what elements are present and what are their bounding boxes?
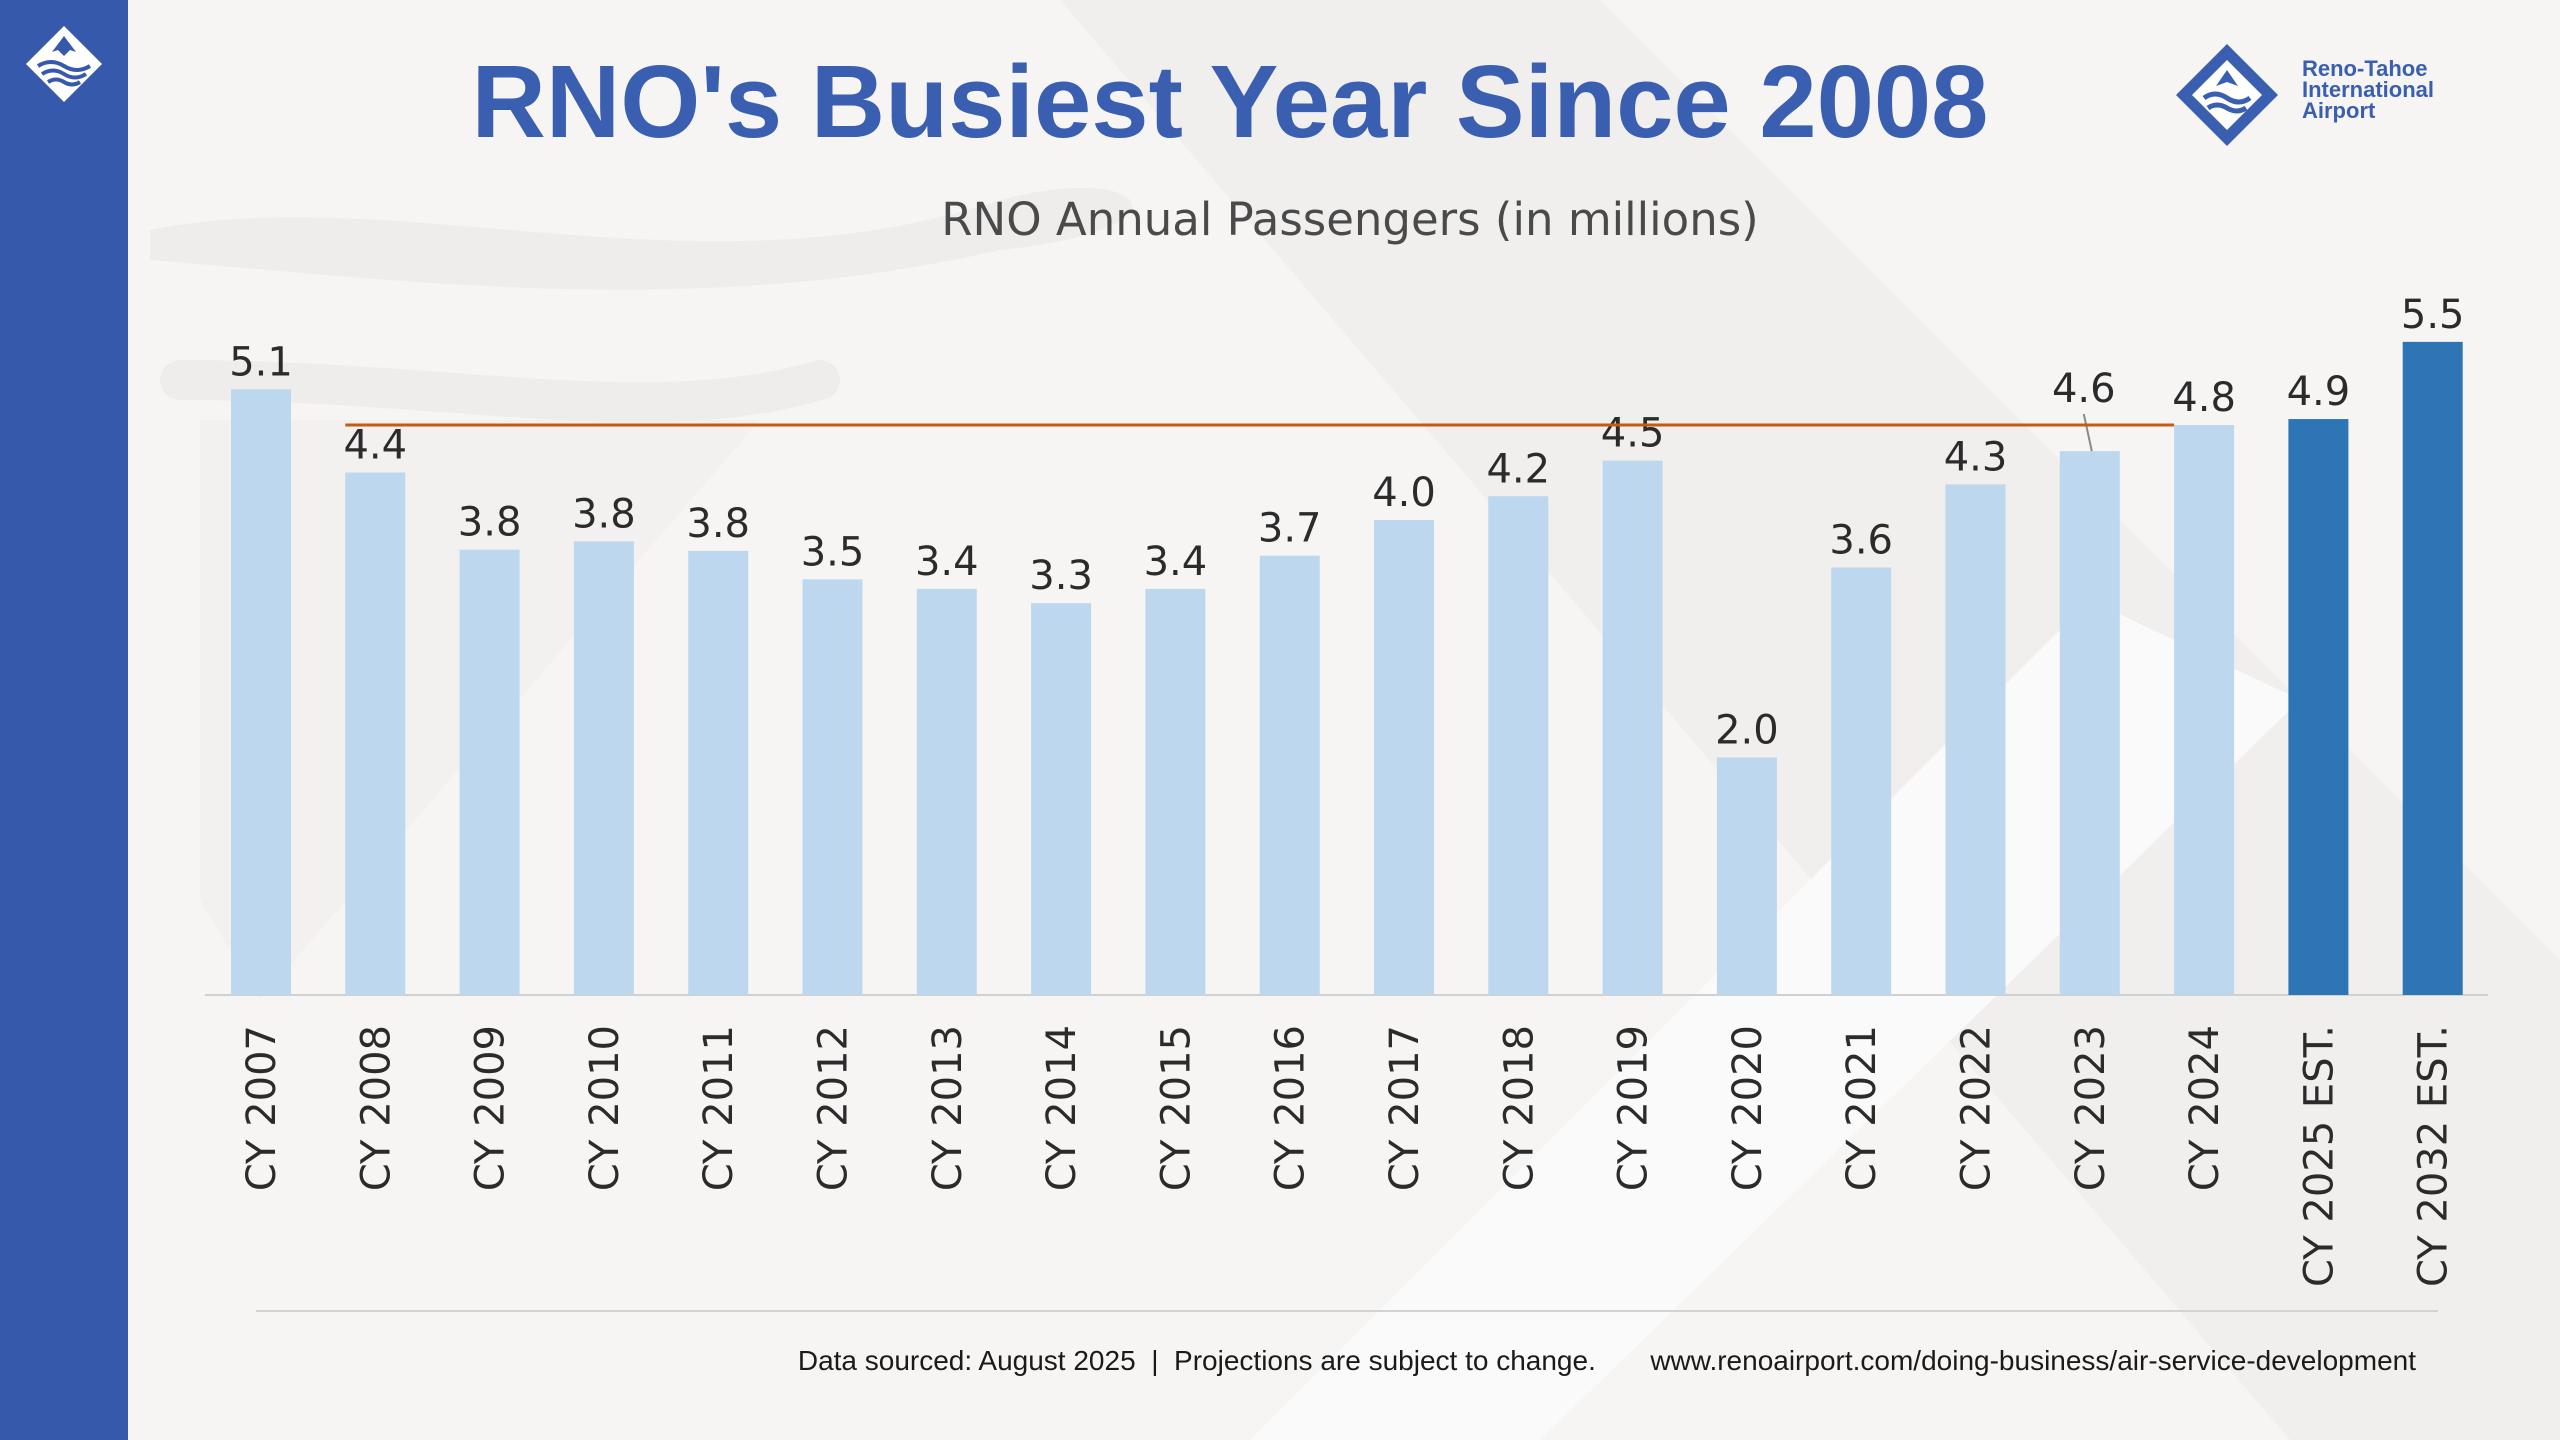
data-label: 3.4 [1144, 539, 1208, 585]
data-label: 4.8 [2172, 375, 2236, 421]
bar [2288, 419, 2349, 995]
x-tick-label: CY 2015 [1153, 1025, 1199, 1191]
x-tick-label: CY 2019 [1611, 1025, 1657, 1191]
bar [1716, 757, 1777, 995]
x-tick-label: CY 2012 [811, 1025, 857, 1191]
x-tick-label: CY 2018 [1496, 1025, 1542, 1191]
x-tick-label: CY 2014 [1039, 1025, 1085, 1191]
bar [1259, 555, 1320, 995]
footer-url[interactable]: www.renoairport.com/doing-business/air-s… [1650, 1345, 2416, 1376]
bar [2174, 425, 2235, 995]
data-label: 4.5 [1601, 411, 1665, 457]
brand-name-line: Airport [2302, 98, 2376, 123]
reno-tahoe-logo-icon [2176, 44, 2278, 146]
bar [2402, 341, 2463, 995]
bar [1831, 567, 1892, 995]
x-tick-label: CY 2023 [2068, 1025, 2114, 1191]
x-tick-label: CY 2013 [925, 1025, 971, 1191]
data-label: 3.5 [801, 529, 865, 575]
bar [1374, 520, 1434, 995]
brand-name: Reno-Tahoe International Airport [2302, 56, 2512, 123]
x-tick-label: CY 2021 [1839, 1025, 1885, 1191]
data-label: 4.0 [1372, 470, 1436, 516]
x-tick-label: CY 2016 [1268, 1025, 1314, 1191]
x-tick-label: CY 2008 [353, 1025, 399, 1191]
data-label: 3.7 [1258, 506, 1322, 552]
bar [688, 550, 749, 995]
data-label: 4.4 [343, 423, 407, 469]
data-label: 3.4 [915, 539, 979, 585]
footer-separator: | [1151, 1345, 1159, 1376]
page-title: RNO's Busiest Year Since 2008 [471, 44, 1989, 159]
data-label: 4.9 [2287, 369, 2351, 415]
bar [459, 549, 520, 995]
x-tick-label: CY 2017 [1382, 1025, 1428, 1191]
x-tick-label: CY 2011 [696, 1025, 742, 1191]
data-label: 5.5 [2401, 292, 2465, 338]
bar [345, 472, 406, 995]
mountain-water-logo-icon [26, 26, 102, 102]
chart-title: RNO Annual Passengers (in millions) [941, 193, 1759, 246]
x-tick-label: CY 2024 [2182, 1025, 2228, 1191]
data-label: 4.6 [2052, 366, 2116, 412]
footer-divider [256, 1310, 2438, 1312]
data-label: 4.3 [1944, 434, 2008, 480]
bar [916, 588, 977, 995]
footer-disclaimer: Projections are subject to change. [1174, 1345, 1596, 1376]
data-label: 3.8 [458, 500, 522, 546]
brand-name-line: Reno-Tahoe [2302, 56, 2428, 81]
bar [2059, 451, 2120, 995]
x-tick-label: CY 2010 [582, 1025, 628, 1191]
bar [231, 389, 291, 995]
data-label: 4.2 [1486, 446, 1550, 492]
data-label: 3.8 [572, 491, 636, 537]
footer-source: Data sourced: August 2025 [797, 1345, 1136, 1376]
bar [1145, 588, 1206, 995]
label-leader-line [2082, 413, 2093, 452]
sidebar [0, 0, 128, 1440]
data-label: 2.0 [1715, 708, 1779, 754]
bar [802, 579, 863, 995]
data-label: 3.6 [1829, 518, 1893, 564]
bar [1945, 484, 2006, 995]
footer-note: Data sourced: August 2025 | Projections … [640, 1343, 2416, 1379]
bar [1602, 460, 1663, 995]
data-label: 3.8 [686, 501, 750, 547]
bar [1031, 603, 1092, 995]
x-tick-label: CY 2032 EST. [2411, 1025, 2457, 1287]
brand-name-line: International [2302, 77, 2435, 102]
data-label: 5.1 [229, 339, 293, 385]
x-tick-label: CY 2009 [468, 1025, 514, 1191]
data-label: 3.3 [1029, 553, 1093, 599]
x-tick-label: CY 2007 [239, 1025, 285, 1191]
bar [573, 541, 634, 995]
x-tick-label: CY 2020 [1725, 1025, 1771, 1191]
x-tick-label: CY 2025 EST. [2296, 1025, 2342, 1287]
bar [1488, 496, 1549, 995]
x-tick-label: CY 2022 [1954, 1025, 2000, 1191]
brand-logo: Reno-Tahoe International Airport [2172, 40, 2502, 150]
